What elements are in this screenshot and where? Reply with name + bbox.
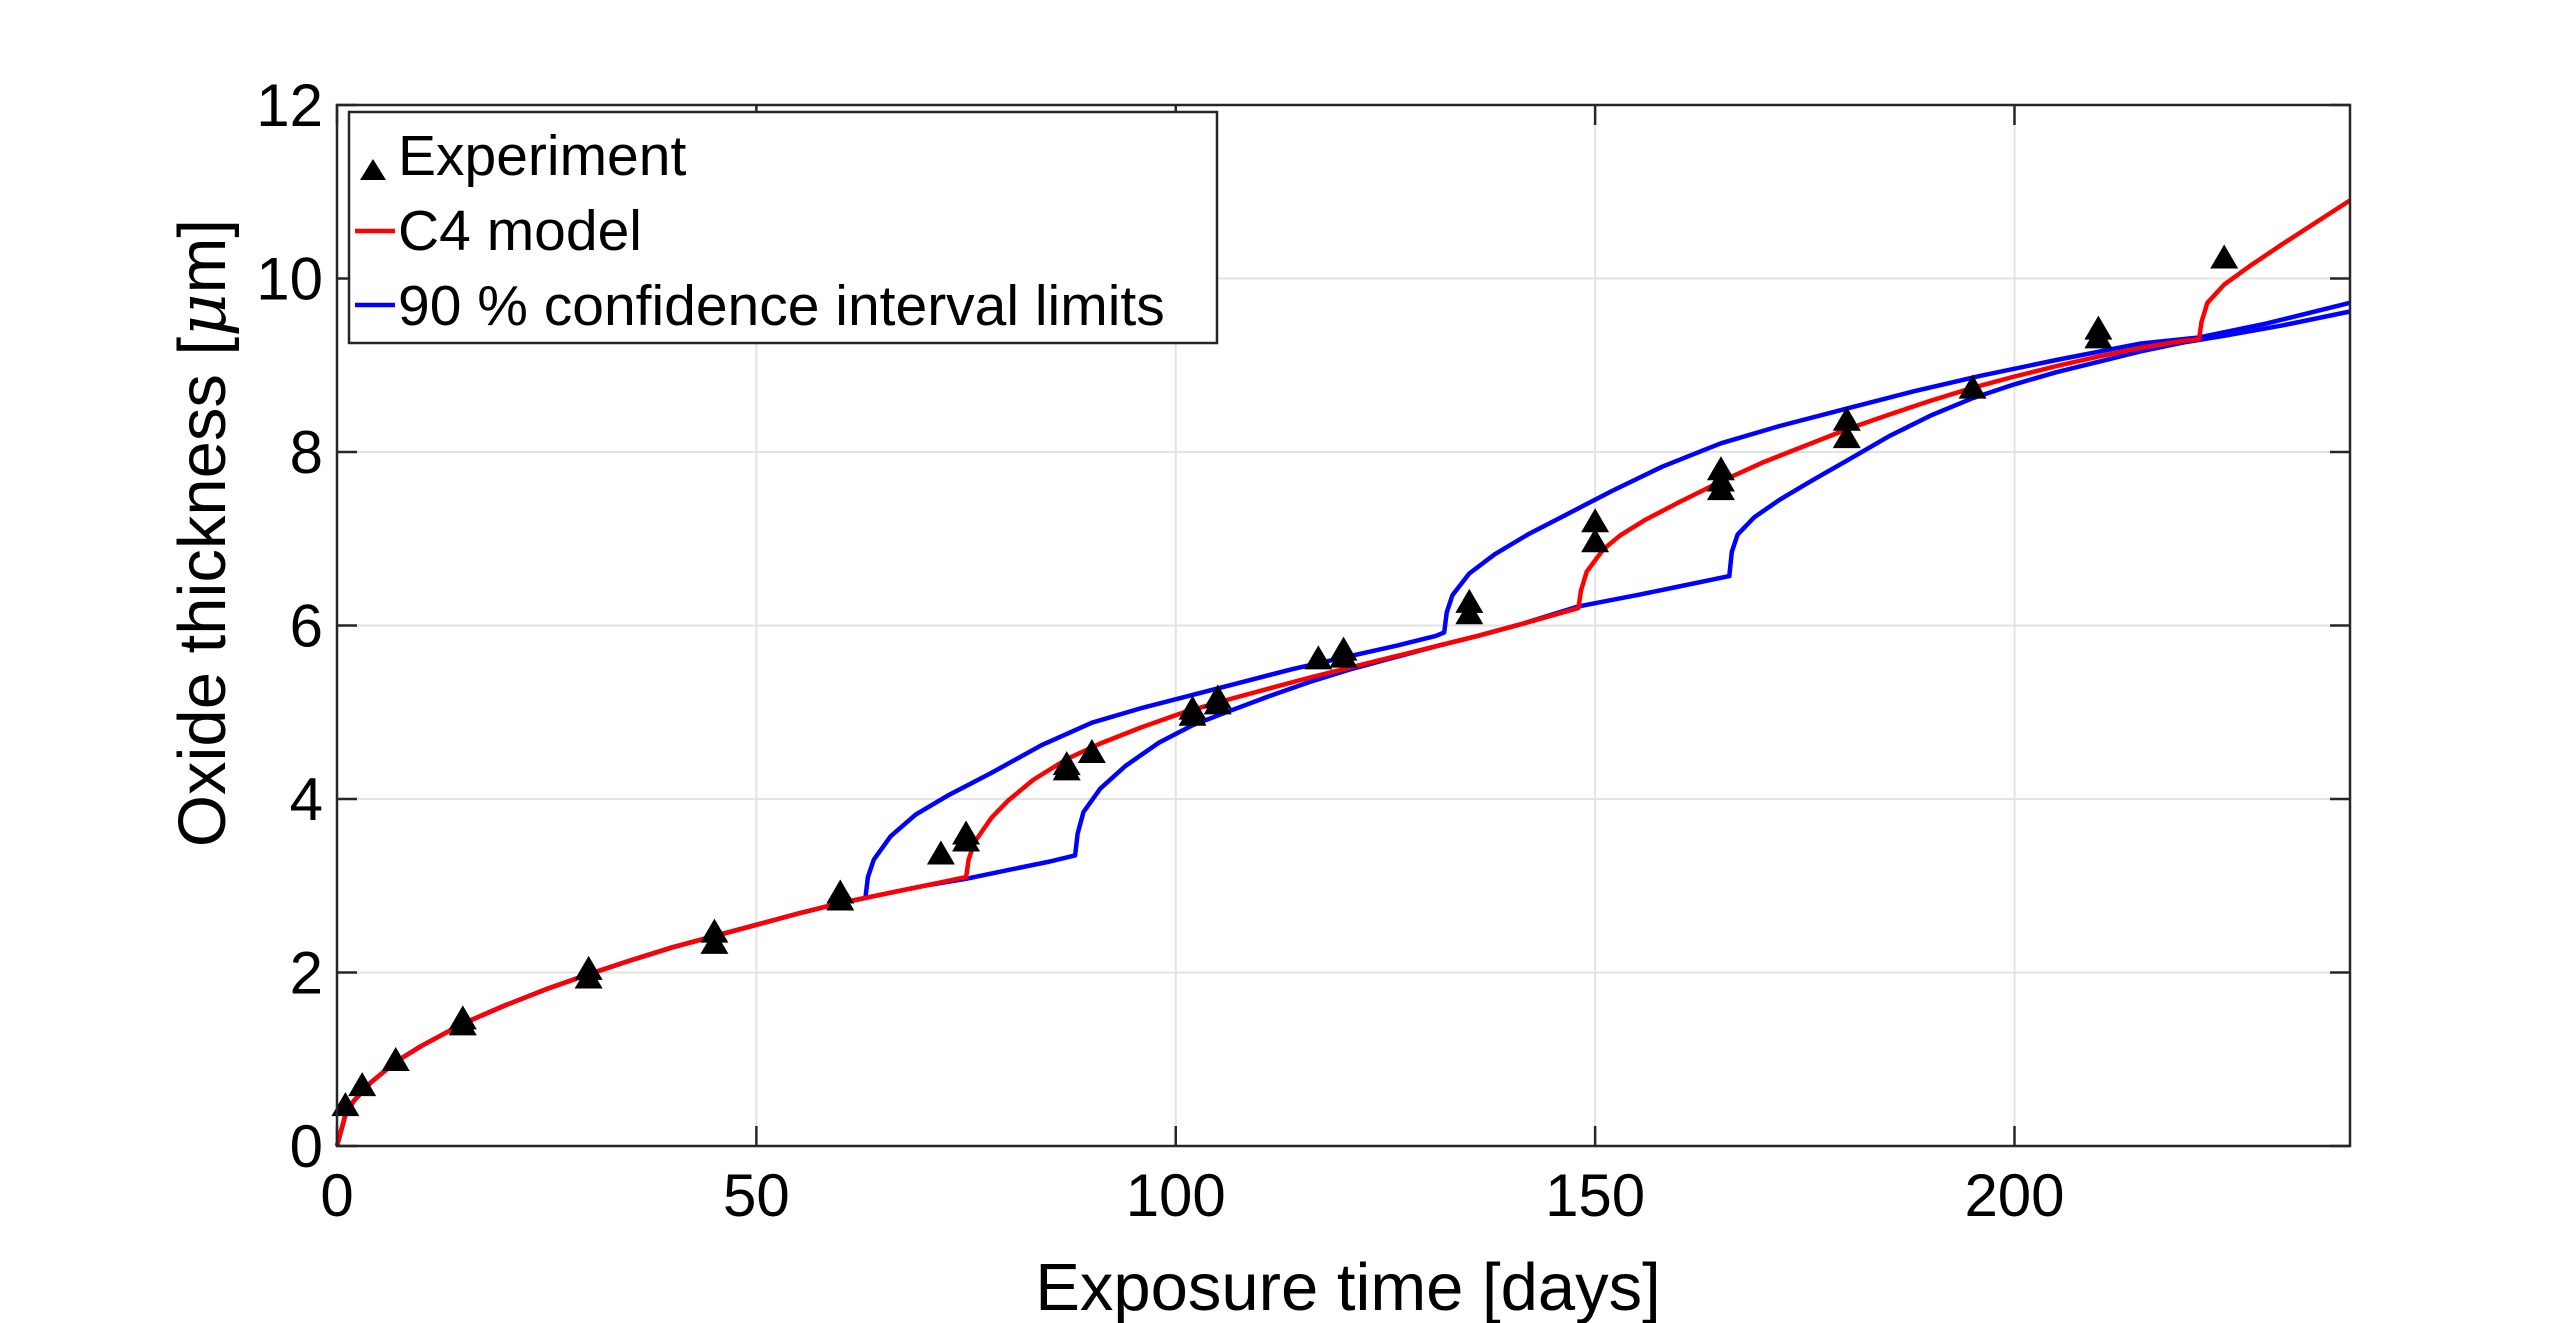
experiment-point — [2210, 244, 2239, 269]
experiment-point — [574, 955, 603, 980]
experiment-point — [381, 1046, 410, 1071]
y-axis-title-prefix: Oxide thickness [ — [165, 337, 240, 848]
series-layer — [331, 198, 2352, 1147]
x-tick-label: 50 — [723, 1162, 790, 1229]
legend-experiment-marker — [360, 159, 386, 180]
y-axis-title-suffix: m] — [165, 219, 240, 293]
experiment-point — [926, 840, 955, 865]
x-tick-label: 150 — [1545, 1162, 1645, 1229]
experiment-point — [1052, 751, 1081, 776]
experiment-point — [1706, 456, 1735, 481]
experiment-point — [1832, 424, 1861, 449]
experiment-point — [1178, 695, 1207, 720]
y-tick-label: 8 — [290, 419, 323, 486]
x-axis-title: Exposure time [days] — [1035, 1250, 1661, 1323]
experiment-point — [1329, 636, 1358, 661]
y-axis-title-mu: μ — [163, 293, 241, 337]
tick-label-layer: 0 50 100 150 200 0 2 4 6 8 10 12 — [256, 72, 2064, 1229]
experiment-point — [1203, 684, 1232, 709]
legend-model-label: C4 model — [398, 199, 642, 263]
experiment-point — [1304, 645, 1333, 670]
experiment-point — [2084, 315, 2113, 340]
y-tick-label: 2 — [290, 940, 323, 1007]
experiment-point — [1077, 739, 1106, 764]
legend-box — [347, 110, 1219, 345]
y-tick-label: 12 — [256, 72, 323, 139]
y-tick-label: 4 — [290, 766, 323, 833]
y-axis-title: Oxide thickness [μm] — [163, 219, 241, 847]
experiment-point — [348, 1072, 377, 1097]
legend: Experiment C4 model 90 % confidence inte… — [347, 110, 1219, 345]
experiment-point — [1581, 528, 1610, 553]
legend-experiment-label: Experiment — [398, 124, 686, 188]
experiment-point — [448, 1005, 477, 1030]
y-tick-label: 6 — [290, 593, 323, 660]
experiment-point — [1832, 406, 1861, 431]
legend-ci-label: 90 % confidence interval limits — [398, 274, 1165, 338]
x-tick-label: 200 — [1964, 1162, 2064, 1229]
experiment-point — [331, 1092, 360, 1117]
experiment-point — [700, 918, 729, 943]
x-tick-label: 100 — [1126, 1162, 1226, 1229]
experiment-point — [1958, 374, 1987, 399]
experiment-point — [1455, 588, 1484, 613]
experiment-point — [1581, 508, 1610, 533]
experiment-point — [952, 820, 981, 845]
x-tick-label: 0 — [320, 1162, 353, 1229]
experiment-point — [826, 879, 855, 904]
y-tick-label: 10 — [256, 246, 323, 313]
y-tick-label: 0 — [290, 1113, 323, 1180]
